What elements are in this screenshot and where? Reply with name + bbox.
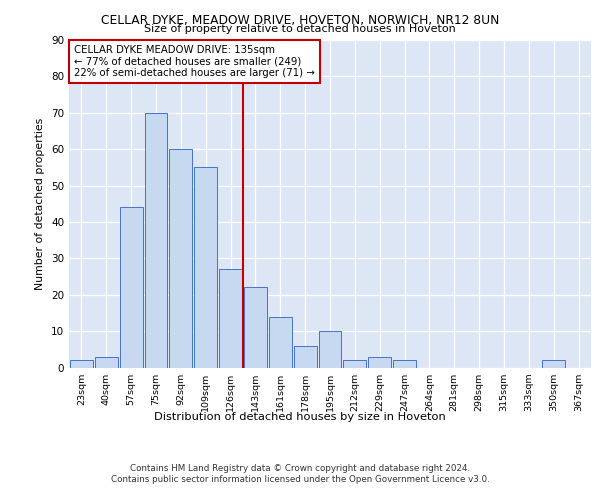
Bar	[542, 360, 565, 368]
Bar	[95, 356, 118, 368]
Bar	[269, 316, 292, 368]
Bar	[343, 360, 366, 368]
Bar	[219, 269, 242, 368]
Text: CELLAR DYKE MEADOW DRIVE: 135sqm
← 77% of detached houses are smaller (249)
22% : CELLAR DYKE MEADOW DRIVE: 135sqm ← 77% o…	[74, 45, 315, 78]
Bar	[294, 346, 317, 368]
Y-axis label: Number of detached properties: Number of detached properties	[35, 118, 46, 290]
Text: Size of property relative to detached houses in Hoveton: Size of property relative to detached ho…	[144, 24, 456, 34]
Bar	[319, 331, 341, 368]
Bar	[120, 208, 143, 368]
Bar	[169, 149, 192, 368]
Text: CELLAR DYKE, MEADOW DRIVE, HOVETON, NORWICH, NR12 8UN: CELLAR DYKE, MEADOW DRIVE, HOVETON, NORW…	[101, 14, 499, 27]
Bar	[70, 360, 93, 368]
Bar	[145, 113, 167, 368]
Text: Contains HM Land Registry data © Crown copyright and database right 2024.: Contains HM Land Registry data © Crown c…	[130, 464, 470, 473]
Text: Contains public sector information licensed under the Open Government Licence v3: Contains public sector information licen…	[110, 475, 490, 484]
Bar	[194, 168, 217, 368]
Bar	[393, 360, 416, 368]
Text: Distribution of detached houses by size in Hoveton: Distribution of detached houses by size …	[154, 412, 446, 422]
Bar	[368, 356, 391, 368]
Bar	[244, 288, 267, 368]
